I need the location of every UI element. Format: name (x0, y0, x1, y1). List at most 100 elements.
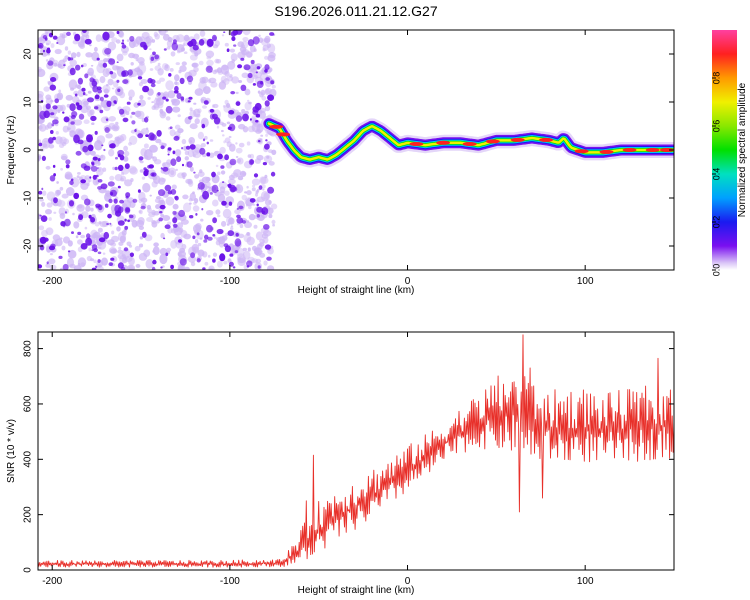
noise-speckle-light (235, 142, 238, 145)
noise-speckle-light (161, 111, 166, 117)
noise-speckle-light (212, 103, 219, 109)
noise-speckle-dark (115, 210, 122, 217)
noise-speckle-dark (249, 198, 256, 203)
noise-speckle-dark (78, 113, 85, 120)
noise-speckle-dark (117, 185, 121, 189)
noise-speckle-light (61, 31, 68, 39)
noise-speckle-light (192, 205, 200, 212)
noise-speckle-light (189, 123, 198, 130)
noise-speckle-light (111, 37, 118, 43)
noise-speckle-light (38, 119, 41, 123)
noise-speckle-light (222, 105, 226, 108)
colorbar-tick-label: 0.6 (711, 120, 721, 133)
noise-speckle-light (145, 35, 153, 44)
spectrogram-y-ticks: -20 -10 0 10 20 (23, 48, 674, 253)
noise-speckle-light (97, 240, 107, 250)
noise-speckle-light (267, 265, 275, 270)
noise-speckle-light (183, 34, 190, 42)
noise-speckle-light (187, 178, 193, 185)
noise-speckle-dark (256, 206, 263, 213)
colorbar-ticks: 0.0 0.2 0.4 0.6 0.8 (711, 72, 721, 277)
noise-speckle-light (49, 264, 57, 270)
noise-speckle-dark (174, 85, 179, 92)
noise-speckle-light (38, 66, 42, 73)
noise-speckle-light (156, 80, 162, 85)
noise-speckle-light (194, 239, 199, 244)
noise-speckle-light (201, 176, 211, 183)
noise-speckle-light (221, 64, 229, 71)
noise-speckle-dark (138, 156, 144, 161)
signal-hotspot (269, 124, 284, 129)
noise-speckle-dark (173, 223, 178, 228)
noise-speckle-light (124, 179, 133, 187)
noise-speckle-dark (230, 91, 236, 95)
noise-speckle-light (135, 263, 141, 268)
snr-x-tick-label: -100 (220, 576, 240, 587)
noise-speckle-dark (231, 36, 236, 42)
noise-speckle-light (90, 207, 94, 212)
noise-speckle-light (139, 94, 144, 100)
noise-speckle-light (38, 125, 43, 130)
noise-speckle-dark (209, 108, 215, 113)
noise-speckle-dark (71, 111, 78, 117)
noise-speckle-light (217, 260, 223, 268)
noise-speckle-dark (255, 113, 261, 118)
noise-speckle-light (84, 226, 88, 230)
noise-speckle-light (159, 247, 168, 256)
noise-speckle-light (149, 68, 154, 71)
colorbar-tick-label: 0.4 (711, 168, 721, 181)
noise-speckle-dark (220, 165, 225, 169)
noise-speckle-light (46, 202, 53, 208)
noise-speckle-dark (101, 144, 104, 147)
noise-speckle-light (221, 129, 224, 133)
noise-speckle-light (140, 128, 150, 135)
noise-speckle-light (58, 207, 66, 216)
noise-speckle-light (167, 90, 176, 99)
noise-speckle-light (257, 90, 261, 94)
noise-speckle-dark (113, 100, 117, 104)
noise-speckle-dark (80, 64, 84, 68)
noise-speckle-light (101, 257, 108, 266)
noise-speckle-light (45, 209, 52, 215)
noise-speckle-light (182, 175, 186, 180)
noise-speckle-dark (76, 104, 83, 111)
noise-speckle-light (238, 123, 246, 130)
noise-speckle-dark (90, 217, 96, 223)
noise-speckle-dark (106, 223, 109, 225)
noise-speckle-light (207, 254, 211, 258)
noise-speckle-light (268, 161, 275, 166)
noise-speckle-light (108, 116, 116, 122)
noise-speckle-dark (256, 214, 260, 218)
noise-speckle-dark (39, 214, 42, 217)
noise-speckle-light (170, 51, 176, 57)
noise-speckle-dark (108, 198, 113, 204)
noise-speckle-dark (227, 183, 232, 189)
noise-speckle-dark (150, 79, 156, 85)
noise-speckle-dark (121, 44, 127, 49)
noise-speckle-dark (164, 224, 171, 229)
noise-speckle-light (58, 143, 65, 148)
noise-speckle-light (219, 186, 226, 194)
noise-speckle-light (244, 191, 248, 194)
noise-speckle-light (189, 107, 193, 112)
noise-speckle-light (48, 217, 52, 221)
noise-speckle-light (61, 155, 68, 161)
noise-speckle-dark (84, 73, 89, 79)
noise-speckle-light (76, 51, 81, 58)
noise-speckle-light (131, 219, 138, 228)
noise-speckle-dark (98, 237, 106, 243)
noise-speckle-dark (131, 120, 136, 125)
noise-speckle-dark (117, 220, 125, 226)
noise-speckle-dark (126, 101, 131, 105)
noise-speckle-light (214, 69, 219, 73)
noise-speckle-dark (114, 166, 118, 171)
noise-speckle-light (137, 63, 147, 74)
noise-speckle-light (43, 86, 50, 92)
noise-speckle-dark (266, 256, 272, 261)
noise-speckle-dark (87, 144, 94, 152)
noise-speckle-light (172, 203, 179, 210)
noise-speckle-light (188, 180, 194, 187)
noise-speckle-dark (115, 156, 118, 160)
signal-hotspot (599, 149, 614, 154)
noise-speckle-dark (256, 66, 261, 70)
